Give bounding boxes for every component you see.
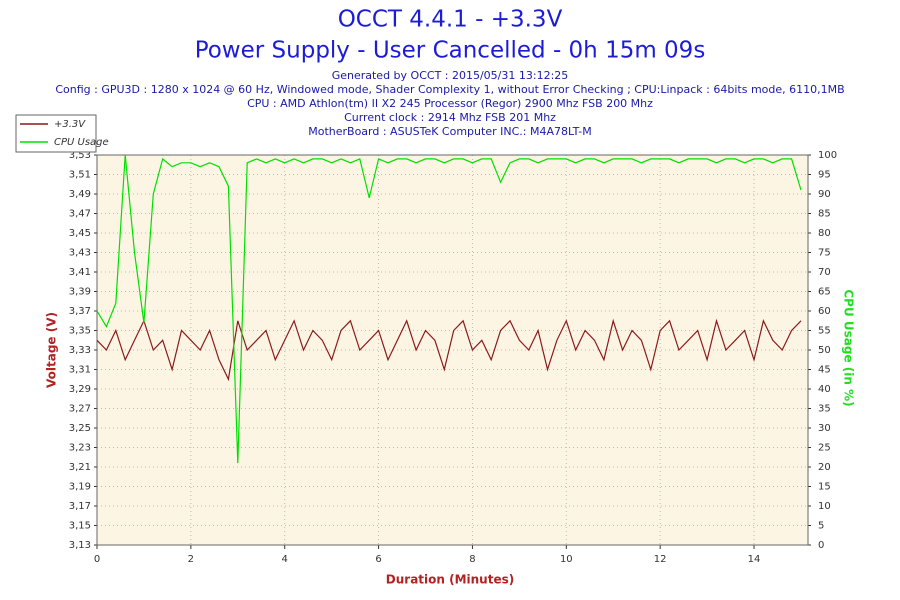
- legend-label: +3.3V: [54, 119, 86, 130]
- y2-tick-label: 10: [818, 501, 831, 512]
- x-tick-label: 14: [748, 554, 761, 565]
- x-tick-label: 12: [654, 554, 667, 565]
- x-axis-label: Duration (Minutes): [386, 573, 514, 587]
- info-line: Config : GPU3D : 1280 x 1024 @ 60 Hz, Wi…: [55, 83, 844, 96]
- y2-tick-label: 35: [818, 404, 831, 415]
- y2-tick-label: 0: [818, 540, 824, 551]
- y2-tick-label: 100: [818, 150, 837, 161]
- x-tick-label: 8: [469, 554, 475, 565]
- y-tick-label: 3,53: [69, 150, 91, 161]
- y-tick-label: 3,39: [69, 287, 91, 298]
- info-line: Current clock : 2914 Mhz FSB 201 Mhz: [344, 111, 556, 124]
- y2-tick-label: 45: [818, 365, 831, 376]
- y2-tick-label: 90: [818, 189, 831, 200]
- x-tick-label: 4: [282, 554, 288, 565]
- y-tick-label: 3,29: [69, 384, 91, 395]
- y2-tick-label: 70: [818, 267, 831, 278]
- x-tick-label: 6: [375, 554, 381, 565]
- y-tick-label: 3,15: [69, 521, 91, 532]
- y2-tick-label: 20: [818, 462, 831, 473]
- y-tick-label: 3,17: [69, 501, 91, 512]
- y-tick-label: 3,43: [69, 248, 91, 259]
- y-tick-label: 3,45: [69, 228, 91, 239]
- y-tick-label: 3,25: [69, 423, 91, 434]
- x-tick-label: 10: [560, 554, 573, 565]
- y2-tick-label: 25: [818, 443, 831, 454]
- chart-title: OCCT 4.4.1 - +3.3V: [338, 7, 563, 33]
- y2-tick-label: 30: [818, 423, 831, 434]
- y-tick-label: 3,49: [69, 189, 91, 200]
- legend-box: [15, 114, 97, 153]
- y-tick-label: 3,47: [69, 209, 91, 220]
- y2-tick-label: 60: [818, 306, 831, 317]
- y2-tick-label: 5: [818, 521, 824, 532]
- y-tick-label: 3,33: [69, 345, 91, 356]
- series-line: [96, 318, 802, 382]
- y2-tick-label: 65: [818, 287, 831, 298]
- y2-tick-label: 50: [818, 345, 831, 356]
- y2-tick-label: 75: [818, 248, 831, 259]
- y2-tick-label: 15: [818, 482, 831, 493]
- y2-tick-label: 55: [818, 326, 831, 337]
- x-tick-label: 0: [94, 554, 100, 565]
- y-tick-label: 3,23: [69, 443, 91, 454]
- y2-tick-label: 80: [818, 228, 831, 239]
- y-tick-label: 3,41: [69, 267, 91, 278]
- y-tick-label: 3,27: [69, 404, 91, 415]
- y2-axis-label: CPU Usage (in %): [842, 289, 856, 406]
- y2-tick-label: 95: [818, 170, 831, 181]
- chart-subtitle: Power Supply - User Cancelled - 0h 15m 0…: [195, 38, 706, 64]
- info-line: Generated by OCCT : 2015/05/31 13:12:25: [332, 69, 569, 82]
- info-line: MotherBoard : ASUSTeK Computer INC.: M4A…: [308, 125, 592, 138]
- y-tick-label: 3,19: [69, 482, 91, 493]
- y-tick-label: 3,37: [69, 306, 91, 317]
- y-axis-label: Voltage (V): [45, 312, 59, 388]
- x-tick-label: 2: [188, 554, 194, 565]
- plot-frame: [96, 154, 809, 546]
- y-tick-label: 3,35: [69, 326, 91, 337]
- y-tick-label: 3,51: [69, 170, 91, 181]
- y-tick-label: 3,13: [69, 540, 91, 551]
- info-line: CPU : AMD Athlon(tm) II X2 245 Processor…: [247, 97, 653, 110]
- y2-tick-label: 85: [818, 209, 831, 220]
- series-line: [96, 154, 802, 464]
- y-tick-label: 3,21: [69, 462, 91, 473]
- legend-label: CPU Usage: [54, 137, 109, 148]
- y2-tick-label: 40: [818, 384, 831, 395]
- y-tick-label: 3,31: [69, 365, 91, 376]
